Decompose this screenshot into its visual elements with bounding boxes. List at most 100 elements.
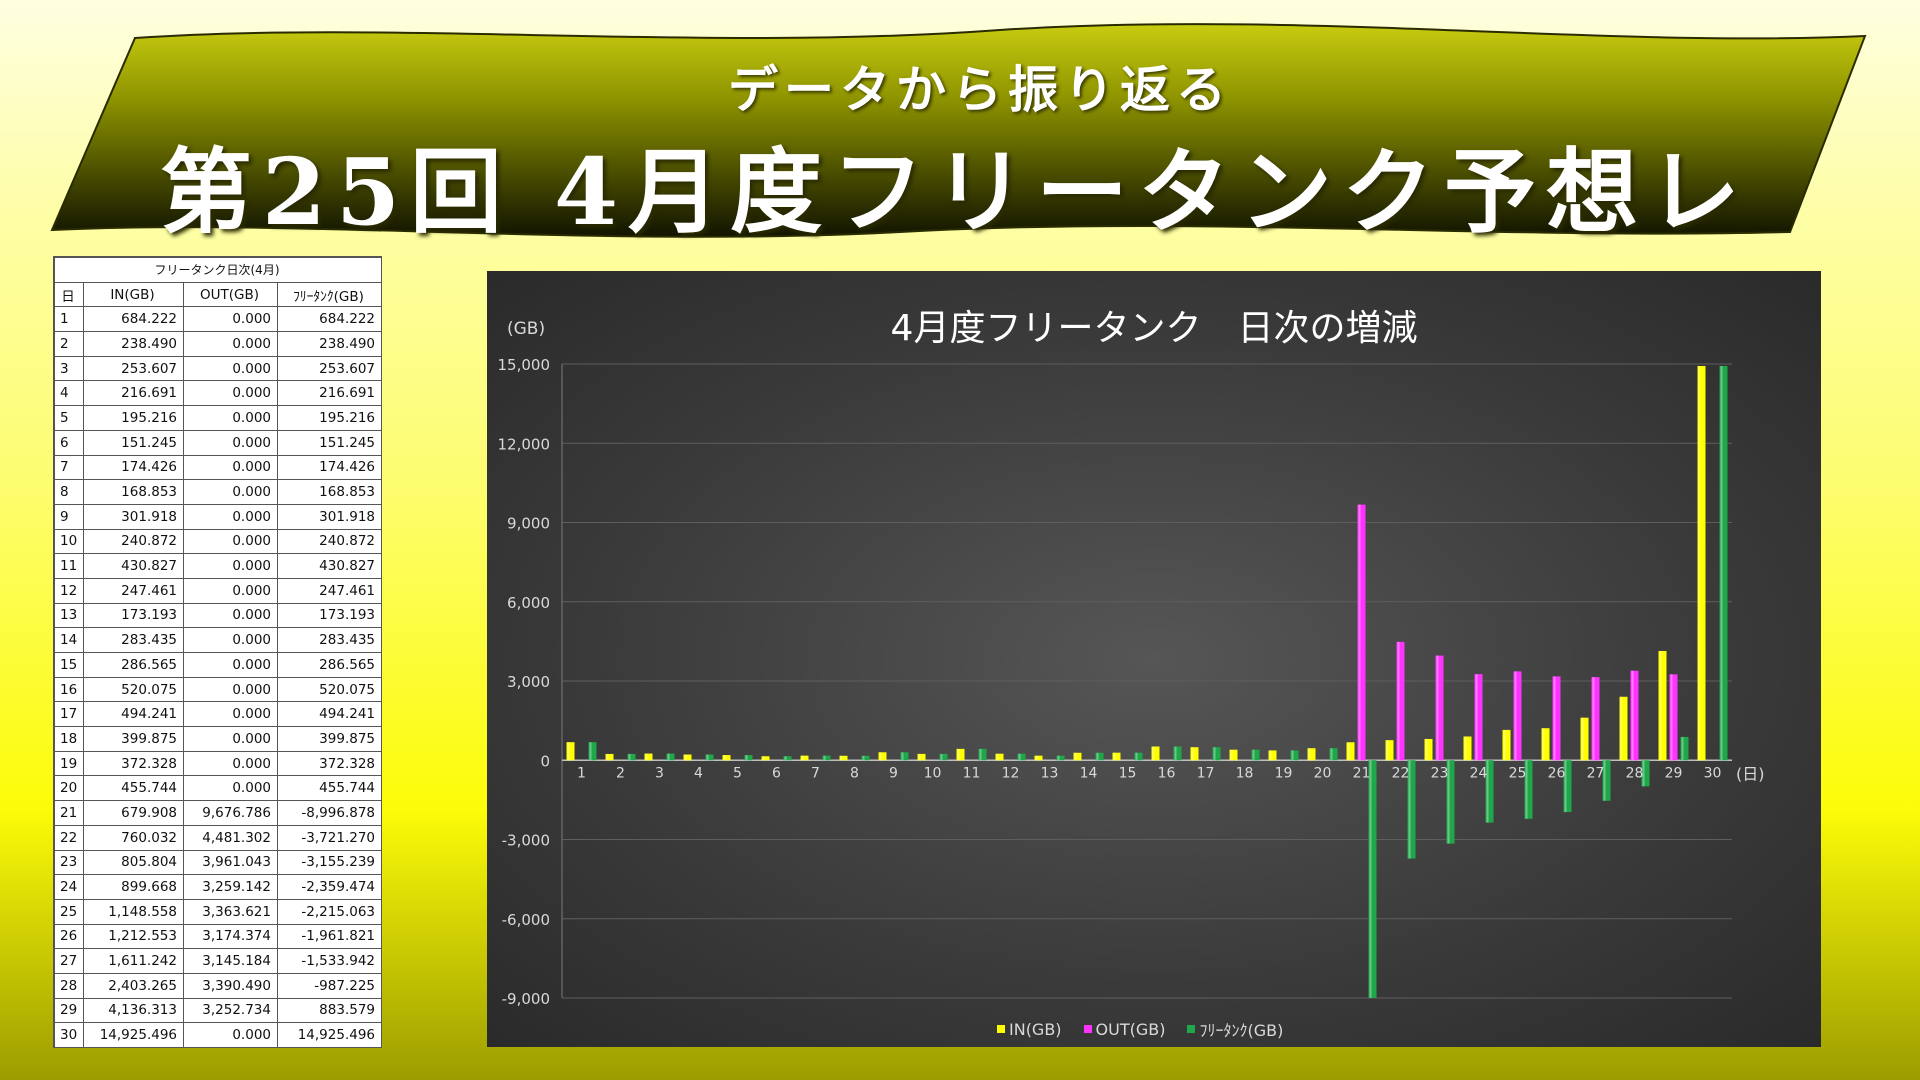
value-cell: 0.000: [183, 726, 278, 752]
bar: [705, 754, 714, 761]
value-cell: 253.607: [277, 355, 382, 382]
chart-legend: IN(GB) OUT(GB) ﾌﾘｰﾀﾝｸ(GB): [997, 1017, 1283, 1041]
y-tick-label: 15,000: [498, 356, 551, 374]
x-tick-label: 1: [577, 765, 586, 781]
bar: [1251, 749, 1260, 761]
bar: [1619, 696, 1628, 761]
bar-highlight: [723, 755, 726, 761]
bar: [995, 753, 1004, 761]
bar: [1396, 641, 1405, 761]
value-cell: 301.918: [83, 503, 184, 530]
bar-highlight: [1542, 728, 1545, 761]
legend-swatch: [1083, 1025, 1092, 1033]
table-row: 28 2,403.265 3,390.490 -987.225: [54, 972, 382, 999]
table-header-row: 日 IN(GB) OUT(GB) ﾌﾘｰﾀﾝｸ(GB): [54, 281, 382, 308]
day-cell: 6: [54, 429, 84, 456]
value-cell: 301.918: [277, 503, 382, 530]
table-row: 10 240.872 0.000 240.872: [54, 528, 382, 555]
value-cell: 9,676.786: [183, 800, 278, 826]
table-row: 5 195.216 0.000 195.216: [54, 405, 382, 431]
day-cell: 20: [54, 775, 84, 802]
day-cell: 5: [54, 405, 84, 431]
value-cell: 174.426: [277, 454, 382, 481]
value-cell: 0.000: [183, 553, 278, 579]
table-row: 29 4,136.313 3,252.734 883.579: [54, 997, 382, 1024]
value-cell: 430.827: [277, 553, 382, 579]
title-banner: [50, 23, 1867, 238]
table-row: 16 520.075 0.000 520.075: [54, 676, 382, 703]
bar-highlight: [1174, 746, 1177, 761]
y-tick-label: 0: [540, 752, 550, 770]
bar: [800, 755, 809, 761]
bar-highlight: [589, 742, 592, 761]
banner-subtitle: データから振り返る: [728, 60, 1232, 119]
value-cell: 0.000: [183, 331, 278, 357]
value-cell: 247.461: [83, 577, 184, 604]
bar: [1541, 728, 1550, 761]
y-tick-label: 6,000: [507, 594, 550, 612]
bar: [1212, 747, 1221, 761]
bar-highlight: [1152, 746, 1155, 761]
table-row: 9 301.918 0.000 301.918: [54, 503, 382, 530]
value-cell: 240.872: [83, 528, 184, 555]
bar-highlight: [645, 753, 648, 761]
value-cell: 14,925.496: [277, 1022, 382, 1048]
bar-highlight: [979, 748, 982, 761]
bar-highlight: [762, 756, 765, 761]
bar: [1307, 748, 1316, 761]
table-row: 14 283.435 0.000 283.435: [54, 627, 382, 653]
table-row: 19 372.328 0.000 372.328: [54, 750, 382, 777]
bar-highlight: [1057, 755, 1060, 761]
legend-item: OUT(GB): [1083, 1017, 1166, 1041]
table-row: 1 684.222 0.000 684.222: [54, 306, 382, 333]
bar: [1485, 760, 1494, 823]
bar: [1641, 760, 1650, 787]
chart-title: 4月度フリータンク 日次の増減: [890, 308, 1418, 349]
day-cell: 27: [54, 948, 84, 974]
bar: [1719, 365, 1728, 761]
x-tick-label: 11: [963, 765, 981, 781]
bar: [822, 755, 831, 761]
value-cell: 216.691: [277, 380, 382, 407]
bar: [783, 756, 792, 761]
bar: [1630, 670, 1639, 761]
bar: [744, 755, 753, 761]
bar: [1524, 760, 1533, 819]
legend-label: ﾌﾘｰﾀﾝｸ(GB): [1199, 1021, 1284, 1040]
table-row: 21 679.908 9,676.786 -8,996.878: [54, 800, 382, 826]
x-tick-label: 18: [1236, 765, 1254, 781]
value-cell: 168.853: [83, 479, 184, 505]
value-cell: -1,961.821: [277, 923, 382, 950]
bar-highlight: [1659, 650, 1662, 761]
legend-label: OUT(GB): [1095, 1019, 1166, 1039]
day-cell: 22: [54, 824, 84, 851]
bar: [1329, 748, 1338, 761]
bar: [1463, 736, 1472, 761]
day-cell: 10: [54, 528, 84, 555]
y-tick-label: 12,000: [498, 435, 551, 453]
day-cell: 15: [54, 652, 84, 678]
value-cell: 0.000: [183, 306, 278, 333]
bar-highlight: [1620, 696, 1623, 761]
value-cell: 0.000: [183, 577, 278, 604]
x-tick-label: 5: [733, 765, 742, 781]
table-row: 6 151.245 0.000 151.245: [54, 429, 382, 456]
bar-highlight: [1135, 752, 1138, 761]
x-tick-label: 24: [1470, 765, 1488, 781]
bar-highlight: [1386, 740, 1389, 761]
value-cell: 151.245: [83, 429, 184, 456]
bar: [1669, 674, 1678, 761]
bar-highlight: [801, 755, 804, 761]
x-tick-label: 15: [1119, 765, 1137, 781]
day-cell: 17: [54, 701, 84, 728]
bar-highlight: [684, 754, 687, 761]
value-cell: 195.216: [83, 405, 184, 431]
bar: [1229, 749, 1238, 761]
x-tick-label: 27: [1587, 765, 1605, 781]
bar-highlight: [1308, 748, 1311, 761]
table-row: 8 168.853 0.000 168.853: [54, 479, 382, 505]
bar: [1563, 760, 1572, 813]
y-axis-label: (GB): [507, 319, 545, 339]
bar: [1368, 760, 1377, 998]
